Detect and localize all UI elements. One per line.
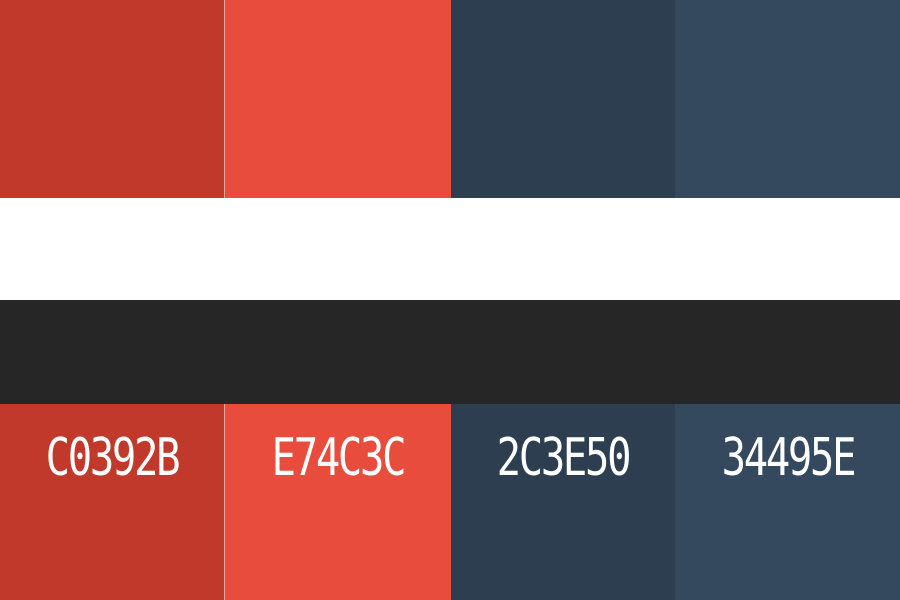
- swatch-label-container: 34495E: [675, 404, 900, 600]
- swatch-top-2: [225, 0, 451, 198]
- hex-code-label: E74C3C: [271, 428, 407, 488]
- swatch-top-3: [451, 0, 675, 198]
- swatch-label-container: E74C3C: [225, 404, 451, 600]
- swatch-label-container: 2C3E50: [451, 404, 675, 600]
- swatch-label-container: C0392B: [0, 404, 224, 600]
- hex-code-label: 2C3E50: [496, 428, 632, 488]
- dark-band: [0, 300, 900, 404]
- hex-code-label: 34495E: [721, 428, 856, 488]
- top-swatch-row: [0, 0, 900, 198]
- swatch-bottom-2: E74C3C: [225, 404, 451, 600]
- bottom-swatch-row: C0392B E74C3C 2C3E50 34495E: [0, 404, 900, 600]
- swatch-top-4: [675, 0, 900, 198]
- hex-code-label: C0392B: [45, 428, 181, 488]
- swatch-bottom-4: 34495E: [675, 404, 900, 600]
- swatch-top-1: [0, 0, 225, 198]
- swatch-bottom-1: C0392B: [0, 404, 225, 600]
- swatch-bottom-3: 2C3E50: [451, 404, 675, 600]
- light-band: [0, 198, 900, 300]
